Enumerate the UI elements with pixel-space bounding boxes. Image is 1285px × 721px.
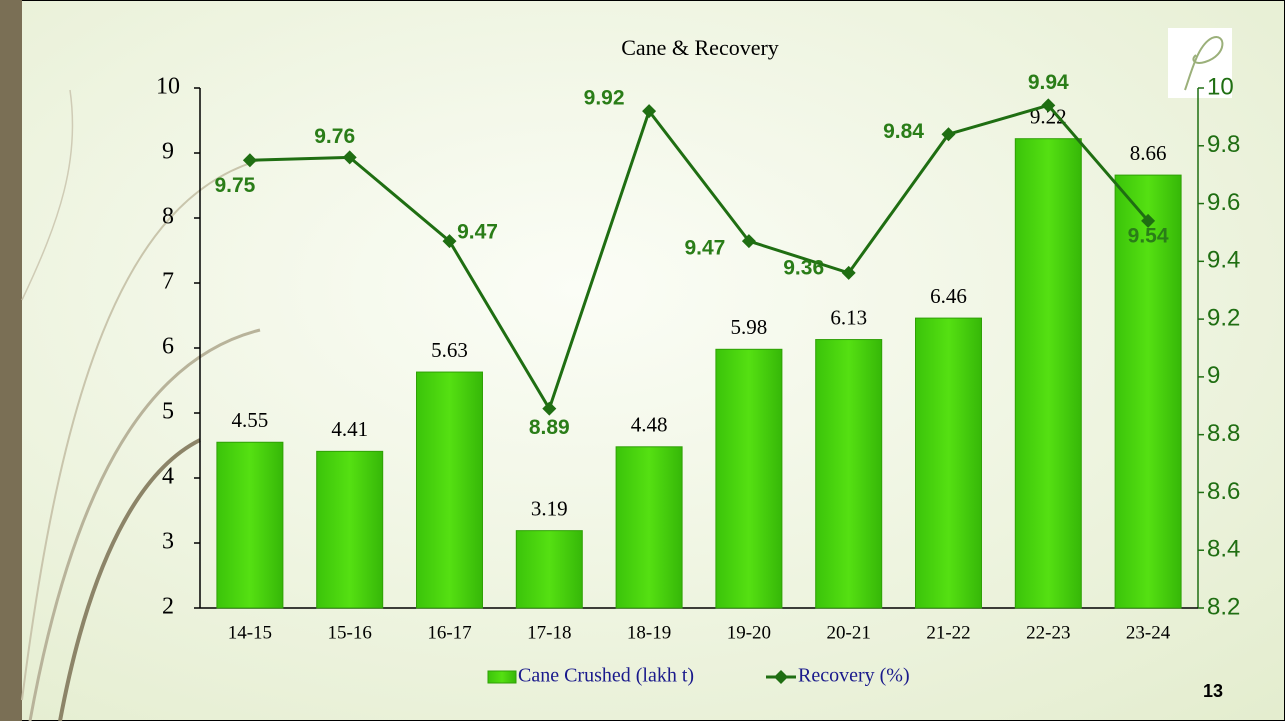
x-tick-label: 18-19: [627, 622, 671, 643]
y-tick-label: 7: [162, 269, 174, 295]
y-tick-label: 3: [162, 529, 174, 555]
x-tick-label: 22-23: [1026, 622, 1070, 643]
bar-value-label: 5.98: [731, 315, 768, 339]
y2-tick-label: 9: [1207, 362, 1220, 389]
x-tick-label: 14-15: [228, 622, 272, 643]
y-tick-label: 2: [162, 594, 174, 620]
bar: [1015, 139, 1081, 608]
y2-tick-label: 8.6: [1207, 478, 1240, 505]
line-value-label: 9.47: [684, 237, 725, 260]
y2-tick-label: 8.2: [1207, 593, 1240, 620]
y2-tick-label: 9.6: [1207, 189, 1240, 216]
page-number: 13: [1203, 681, 1223, 701]
bar: [616, 447, 682, 608]
y-tick-label: 8: [162, 204, 174, 230]
y-tick-label: 4: [162, 464, 174, 490]
bar: [417, 372, 483, 608]
line-value-label: 9.47: [457, 221, 498, 244]
bar-value-label: 6.13: [830, 305, 867, 329]
x-tick-label: 16-17: [427, 622, 471, 643]
bar-value-label: 8.66: [1130, 141, 1167, 165]
x-tick-label: 19-20: [727, 622, 771, 643]
chart-title: Cane & Recovery: [621, 35, 779, 60]
bar-value-label: 4.41: [331, 417, 368, 441]
bar-value-label: 4.55: [232, 408, 269, 432]
y2-tick-label: 8.4: [1207, 536, 1240, 563]
bar: [217, 442, 283, 608]
side-strip: [0, 0, 22, 721]
y2-tick-label: 9.4: [1207, 247, 1240, 274]
y2-tick-label: 9.2: [1207, 304, 1240, 331]
bar-value-label: 5.63: [431, 338, 468, 362]
bar: [816, 340, 882, 608]
y2-tick-label: 10: [1207, 73, 1234, 100]
y2-tick-label: 9.8: [1207, 131, 1240, 158]
x-tick-label: 21-22: [926, 622, 970, 643]
bar-value-label: 3.19: [531, 496, 568, 520]
y-tick-label: 5: [162, 399, 174, 425]
y-tick-label: 10: [156, 74, 180, 100]
line-value-label: 8.89: [529, 416, 570, 439]
legend-label: Cane Crushed (lakh t): [518, 665, 694, 687]
bar-value-label: 6.46: [930, 284, 967, 308]
legend-swatch: [488, 671, 516, 683]
line-value-label: 9.92: [584, 87, 625, 110]
legend-label: Recovery (%): [798, 665, 910, 687]
x-tick-label: 20-21: [827, 622, 871, 643]
page: Cane & Recovery 13 2 3 4 5 6 7 8 9 10 8.2 8.4 8.6 8.…: [0, 0, 1285, 721]
x-tick-label: 23-24: [1126, 622, 1171, 643]
bar: [916, 318, 982, 608]
bar: [516, 531, 582, 608]
line-value-label: 9.36: [783, 256, 824, 279]
line-value-label: 9.54: [1128, 224, 1169, 247]
line-value-label: 9.76: [314, 125, 355, 148]
bar: [716, 349, 782, 608]
x-tick-label: 17-18: [527, 622, 571, 643]
y2-tick-label: 8.8: [1207, 420, 1240, 447]
x-tick-label: 15-16: [328, 622, 372, 643]
line-value-label: 9.94: [1028, 71, 1069, 94]
slide: Cane & Recovery 13 2 3 4 5 6 7 8 9 10 8.2 8.4 8.6 8.…: [0, 0, 1285, 721]
line-value-label: 9.84: [883, 120, 924, 143]
bar: [317, 451, 383, 608]
y-tick-label: 9: [162, 139, 174, 165]
y-tick-label: 6: [162, 334, 174, 360]
bar-value-label: 4.48: [631, 413, 668, 437]
line-value-label: 9.75: [214, 174, 255, 197]
